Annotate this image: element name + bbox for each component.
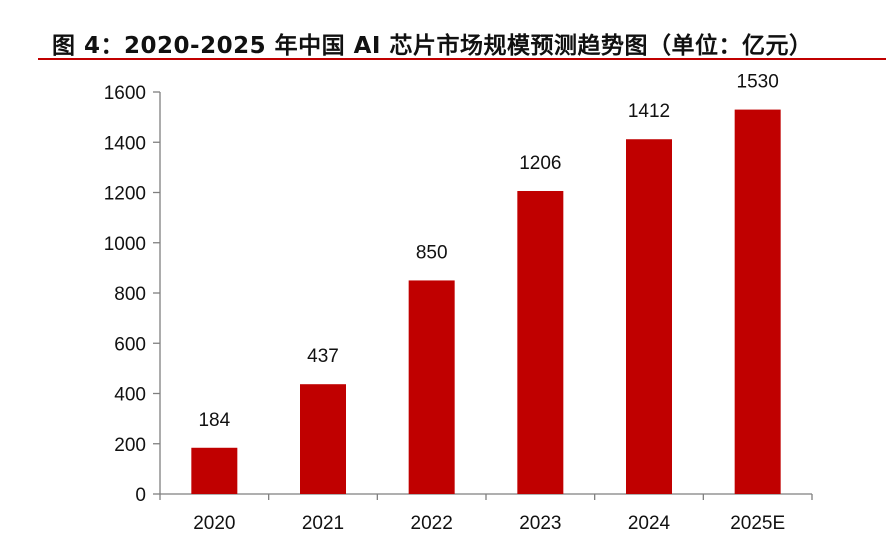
chart-title: 图 4：2020-2025 年中国 AI 芯片市场规模预测趋势图（单位：亿元） xyxy=(52,33,813,59)
data-label-2022: 850 xyxy=(416,242,448,263)
x-tick-label-2021: 2021 xyxy=(302,513,344,534)
data-label-2023: 1206 xyxy=(519,153,561,174)
x-tick-label-2020: 2020 xyxy=(193,513,235,534)
y-tick-label: 800 xyxy=(114,284,146,305)
y-tick-label: 200 xyxy=(114,435,146,456)
bar-2023 xyxy=(517,190,564,494)
chart-bars xyxy=(191,109,781,495)
x-tick-label-2023: 2023 xyxy=(519,513,561,534)
y-tick-label: 1600 xyxy=(104,83,146,104)
y-tick-label: 0 xyxy=(135,485,146,506)
y-tick-label: 400 xyxy=(114,385,146,406)
y-tick-label: 1400 xyxy=(104,133,146,154)
x-tick-label-2025E: 2025E xyxy=(730,513,785,534)
data-label-2024: 1412 xyxy=(628,101,670,122)
x-tick-label-2024: 2024 xyxy=(628,513,671,534)
bar-2024 xyxy=(626,139,672,495)
data-label-2020: 184 xyxy=(198,410,230,431)
chart-axes: 0 200 400 600 800 1000 1200 1400 1600 xyxy=(104,83,813,506)
bar-2020 xyxy=(191,447,238,494)
y-tick-label: 600 xyxy=(114,334,146,355)
y-tick-label: 1000 xyxy=(104,234,146,255)
bar-2022 xyxy=(408,280,455,494)
data-label-2021: 437 xyxy=(307,346,339,367)
title-underline xyxy=(38,58,886,60)
y-tick-label: 1200 xyxy=(104,184,146,205)
chart-labels: 184 2020 437 2021 850 2022 1206 2023 1412 2024 153… xyxy=(193,72,785,534)
data-label-2025E: 1530 xyxy=(737,72,779,93)
bar-2021 xyxy=(300,384,346,494)
bar-2025E xyxy=(734,109,781,495)
x-tick-label-2022: 2022 xyxy=(411,513,453,534)
